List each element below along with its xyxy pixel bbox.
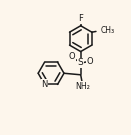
Text: NH₂: NH₂ [75,82,90,91]
Text: F: F [78,14,83,23]
Text: O: O [69,52,75,61]
Text: O: O [87,57,93,66]
Text: S: S [78,58,84,68]
Text: CH₃: CH₃ [100,26,114,35]
Text: N: N [41,80,48,89]
